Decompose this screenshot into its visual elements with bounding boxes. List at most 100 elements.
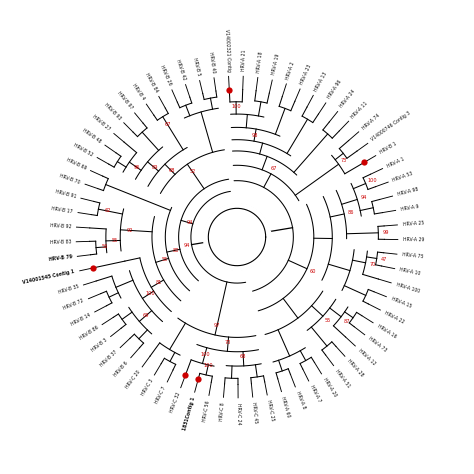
Text: HRV-C 32: HRV-C 32 [169,392,181,413]
Text: 67: 67 [271,166,277,171]
Text: HRV-A 1: HRV-A 1 [386,156,405,169]
Text: 96: 96 [134,165,140,170]
Text: 100: 100 [203,364,213,368]
Text: HRV-B 5: HRV-B 5 [191,57,201,76]
Text: HRV-A 60: HRV-A 60 [281,396,291,418]
Text: HRV-B 91: HRV-B 91 [55,190,76,200]
Text: HRV-B 70: HRV-B 70 [59,173,81,185]
Text: HRV-B 4: HRV-B 4 [131,83,146,101]
Text: HRV-B 26: HRV-B 26 [159,64,172,86]
Text: 68: 68 [168,168,174,173]
Text: HRV-A 29: HRV-A 29 [403,237,424,243]
Text: HRV-A 20: HRV-A 20 [322,377,337,398]
Text: 70: 70 [225,340,231,345]
Text: HRV-A 13: HRV-A 13 [313,71,328,92]
Text: HRV-A 12: HRV-A 12 [357,347,376,366]
Text: 97: 97 [214,323,220,328]
Text: HRV-A 53: HRV-A 53 [392,171,414,182]
Text: 86: 86 [348,210,355,215]
Text: HRV-C 45: HRV-C 45 [251,402,258,424]
Text: 55: 55 [162,257,168,262]
Text: 81: 81 [156,280,163,285]
Text: HRV-C 25: HRV-C 25 [266,400,274,421]
Text: 89: 89 [151,165,158,170]
Text: HRV-B 42: HRV-B 42 [175,59,186,81]
Text: 100: 100 [146,291,155,296]
Text: HRV-A 9: HRV-A 9 [400,204,419,212]
Text: HRV-B 86: HRV-B 86 [78,325,99,341]
Text: 99: 99 [382,230,389,235]
Text: 70: 70 [369,262,376,267]
Text: HRV-A 18: HRV-A 18 [256,51,264,73]
Text: 68: 68 [240,354,246,359]
Text: HRV-B 17: HRV-B 17 [51,206,73,214]
Text: HRV-B 93: HRV-B 93 [103,102,122,121]
Text: HRV-B 72: HRV-B 72 [63,298,85,311]
Text: HRV-C 3: HRV-C 3 [140,378,154,397]
Text: 47: 47 [381,257,387,262]
Text: HRV-B 52: HRV-B 52 [73,142,94,157]
Text: HRV-B 37: HRV-B 37 [99,349,118,368]
Text: HRV-C 8: HRV-C 8 [219,402,226,421]
Text: HRV-B 79: HRV-B 79 [48,255,73,262]
Text: HRV-A 98: HRV-A 98 [397,187,419,197]
Text: 100: 100 [231,104,241,109]
Text: HRV-C 56: HRV-C 56 [202,400,210,422]
Text: V14002321 Contig: V14002321 Contig [224,28,231,72]
Text: 55: 55 [325,319,331,323]
Text: HRV-B 40: HRV-B 40 [208,51,216,73]
Text: HRV-A 28: HRV-A 28 [346,358,365,378]
Text: HRV-C 20: HRV-C 20 [125,370,141,390]
Text: 67: 67 [164,122,171,127]
Text: HRV-A 74: HRV-A 74 [361,113,380,130]
Text: HRV-C 7: HRV-C 7 [155,385,167,404]
Text: HRV-B 1: HRV-B 1 [379,141,398,155]
Text: HRV-B 83: HRV-B 83 [50,239,71,245]
Text: HRV-B 69: HRV-B 69 [65,157,87,171]
Text: HRV-B 84: HRV-B 84 [144,72,158,93]
Text: HRV-A 24: HRV-A 24 [339,89,356,109]
Text: 62: 62 [104,209,110,213]
Text: HRV-A 11: HRV-A 11 [350,100,369,119]
Text: HRV-A 19: HRV-A 19 [271,54,281,76]
Text: 1831Contig 1: 1831Contig 1 [182,396,196,431]
Text: HRV-A 15: HRV-A 15 [390,296,412,309]
Text: HRV-A 2: HRV-A 2 [285,61,296,80]
Text: HRV-A 96: HRV-A 96 [327,80,343,100]
Text: HRV-A 23: HRV-A 23 [300,64,313,85]
Text: 80: 80 [173,247,179,253]
Text: 55: 55 [112,238,118,243]
Text: HRV-A 16: HRV-A 16 [376,323,397,339]
Text: HRV-B 48: HRV-B 48 [82,128,102,144]
Text: 87: 87 [344,319,350,324]
Text: HRV-A 73: HRV-A 73 [367,336,387,353]
Text: HRV-B 27: HRV-B 27 [92,114,111,132]
Text: HRV-B 14: HRV-B 14 [70,312,91,327]
Text: 73: 73 [340,158,346,163]
Text: HRV-A 21: HRV-A 21 [241,50,247,71]
Text: HRV-B 3: HRV-B 3 [91,337,108,353]
Text: HRV-B 92: HRV-B 92 [50,223,72,229]
Text: HRV-A 100: HRV-A 100 [395,282,420,293]
Text: HRV-B 97: HRV-B 97 [116,91,133,110]
Text: 60: 60 [310,269,316,274]
Text: V14000746 Contig 3: V14000746 Contig 3 [371,111,412,142]
Text: HRV-A 10: HRV-A 10 [399,267,421,276]
Text: 69: 69 [143,313,150,318]
Text: 94: 94 [187,220,193,226]
Text: 100: 100 [200,352,210,357]
Text: 92: 92 [127,228,133,233]
Text: 98: 98 [252,133,258,137]
Text: 94: 94 [361,195,367,200]
Text: HRV-A 75: HRV-A 75 [402,252,424,259]
Text: 56: 56 [102,245,109,249]
Text: HRV-B 6: HRV-B 6 [113,360,129,377]
Text: HRV-A 51: HRV-A 51 [335,368,352,388]
Text: 52: 52 [190,169,196,174]
Text: HRV-A 7: HRV-A 7 [309,384,321,403]
Text: HRV-B 35: HRV-B 35 [57,284,79,295]
Text: V14001545 Contig 1: V14001545 Contig 1 [22,269,75,285]
Text: HRV-A 8: HRV-A 8 [295,391,306,410]
Text: 94: 94 [183,243,190,248]
Text: HRV-A 22: HRV-A 22 [384,310,405,324]
